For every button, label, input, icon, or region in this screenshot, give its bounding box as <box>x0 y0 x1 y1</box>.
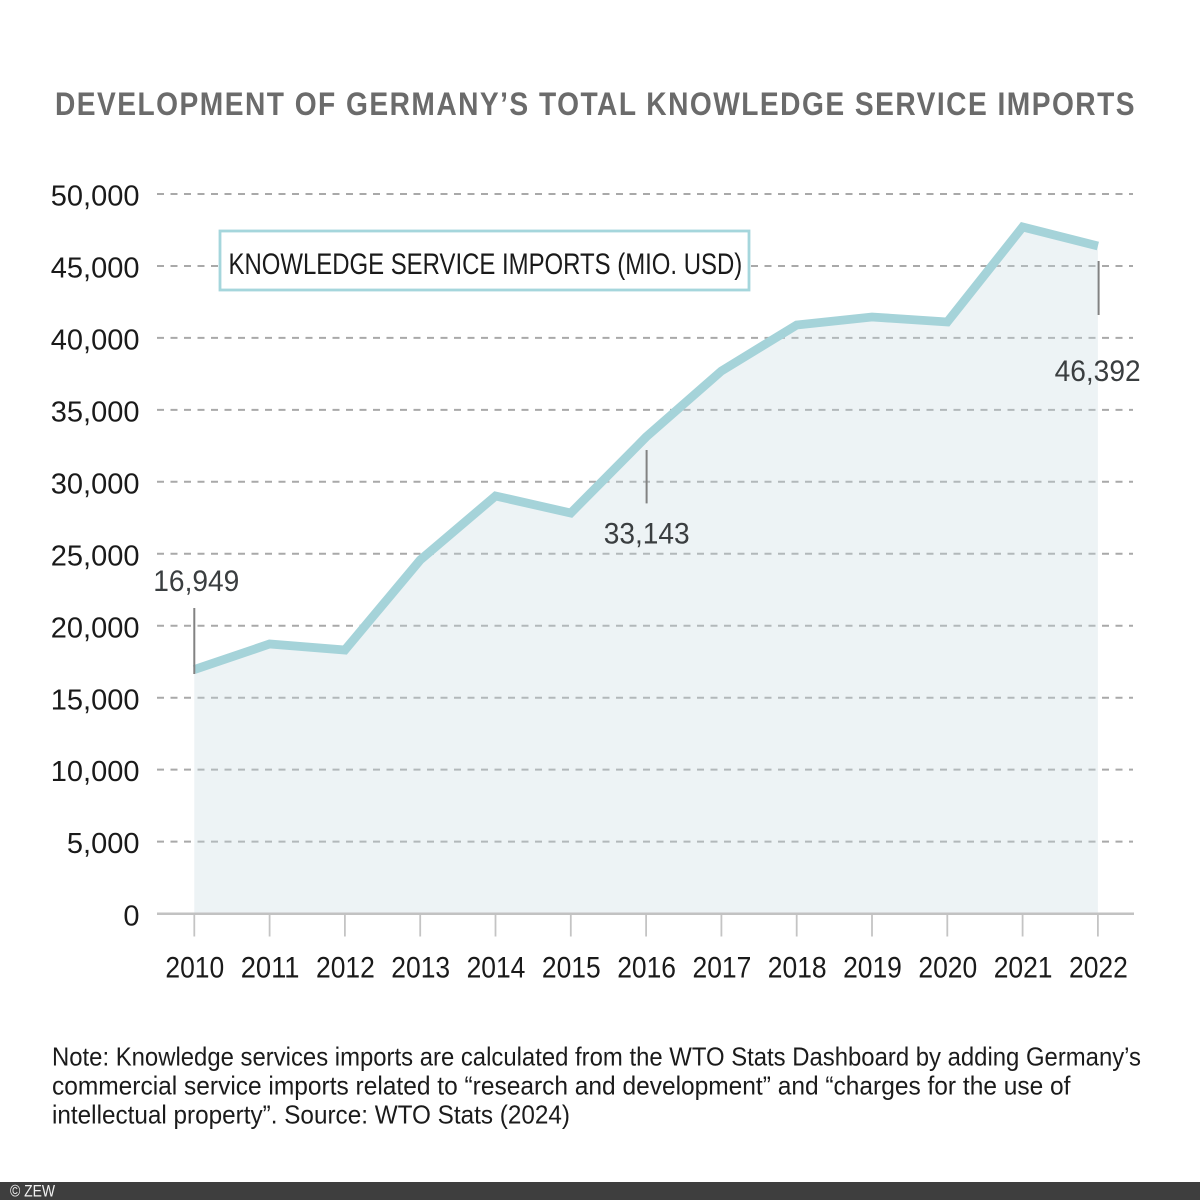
svg-text:2020: 2020 <box>918 952 977 985</box>
svg-text:30,000: 30,000 <box>51 468 140 500</box>
svg-text:50,000: 50,000 <box>51 181 140 213</box>
svg-text:2014: 2014 <box>467 952 526 985</box>
svg-text:35,000: 35,000 <box>51 397 140 429</box>
svg-text:2012: 2012 <box>316 952 375 985</box>
svg-text:2021: 2021 <box>994 952 1053 985</box>
svg-text:16,949: 16,949 <box>153 565 239 598</box>
svg-text:2016: 2016 <box>617 952 676 985</box>
svg-text:KNOWLEDGE SERVICE IMPORTS (MIO: KNOWLEDGE SERVICE IMPORTS (MIO. USD) <box>229 246 743 280</box>
svg-text:2017: 2017 <box>693 952 752 985</box>
svg-text:25,000: 25,000 <box>51 540 140 572</box>
svg-text:20,000: 20,000 <box>51 612 140 644</box>
svg-text:Note: Knowledge services impor: Note: Knowledge services imports are cal… <box>52 1041 1141 1071</box>
svg-text:0: 0 <box>123 900 139 932</box>
svg-text:33,143: 33,143 <box>604 518 690 551</box>
svg-text:5,000: 5,000 <box>67 828 140 860</box>
svg-text:intellectual property”. Source: intellectual property”. Source: WTO Stat… <box>52 1099 570 1129</box>
svg-text:2018: 2018 <box>768 952 827 985</box>
svg-text:45,000: 45,000 <box>51 253 140 285</box>
svg-text:2015: 2015 <box>542 952 601 985</box>
svg-text:DEVELOPMENT OF GERMANY’S TOTAL: DEVELOPMENT OF GERMANY’S TOTAL KNOWLEDGE… <box>55 87 1136 122</box>
svg-text:commercial service imports rel: commercial service imports related to “r… <box>52 1071 1071 1101</box>
svg-text:46,392: 46,392 <box>1055 355 1141 388</box>
svg-text:2010: 2010 <box>165 952 224 985</box>
svg-text:2022: 2022 <box>1069 952 1128 985</box>
svg-text:10,000: 10,000 <box>51 756 140 788</box>
svg-text:2011: 2011 <box>241 952 300 985</box>
svg-text:2019: 2019 <box>843 952 902 985</box>
svg-text:© ZEW: © ZEW <box>10 1182 55 1200</box>
svg-text:2013: 2013 <box>391 952 450 985</box>
svg-text:15,000: 15,000 <box>51 684 140 716</box>
svg-text:40,000: 40,000 <box>51 325 140 357</box>
